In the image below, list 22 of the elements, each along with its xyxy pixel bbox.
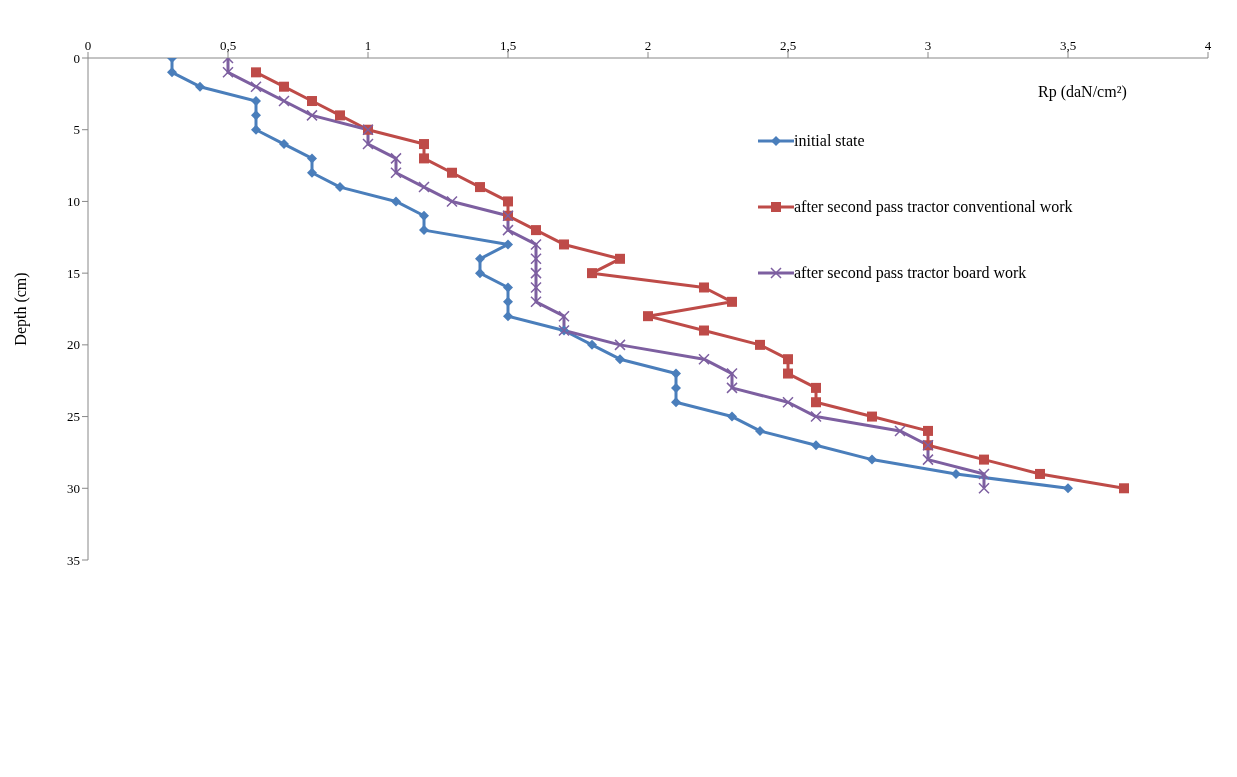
x-tick-label: 3,5 bbox=[1059, 38, 1077, 53]
y-tick-label: 10 bbox=[67, 194, 80, 210]
x-tick-label: 2,5 bbox=[779, 38, 797, 53]
y-axis-title: Depth (cm) bbox=[11, 272, 30, 346]
y-tick-label: 5 bbox=[73, 122, 80, 138]
x-tick-label: 2 bbox=[644, 38, 652, 53]
x-tick-label: 4 bbox=[1204, 38, 1212, 53]
y-tick-label: 15 bbox=[67, 265, 80, 281]
x-tick-label: 1,5 bbox=[499, 38, 517, 53]
y-tick-label: 0 bbox=[73, 50, 80, 66]
x-axis-title: Rp (daN/cm²) bbox=[1038, 83, 1127, 101]
x-tick-label: 0 bbox=[84, 38, 92, 53]
x-tick-label: 1 bbox=[364, 38, 372, 53]
y-tick-label: 30 bbox=[67, 480, 80, 496]
y-tick-label: 25 bbox=[67, 409, 80, 425]
y-tick-label: 35 bbox=[67, 552, 80, 568]
y-tick-label: 20 bbox=[67, 337, 80, 353]
legend-label: after second pass tractor board work bbox=[794, 264, 1027, 282]
x-tick-label: 3 bbox=[924, 38, 932, 53]
x-tick-label: 0,5 bbox=[219, 38, 237, 53]
legend-label: after second pass tractor conventional work bbox=[794, 198, 1073, 216]
legend-label: initial state bbox=[794, 132, 865, 150]
